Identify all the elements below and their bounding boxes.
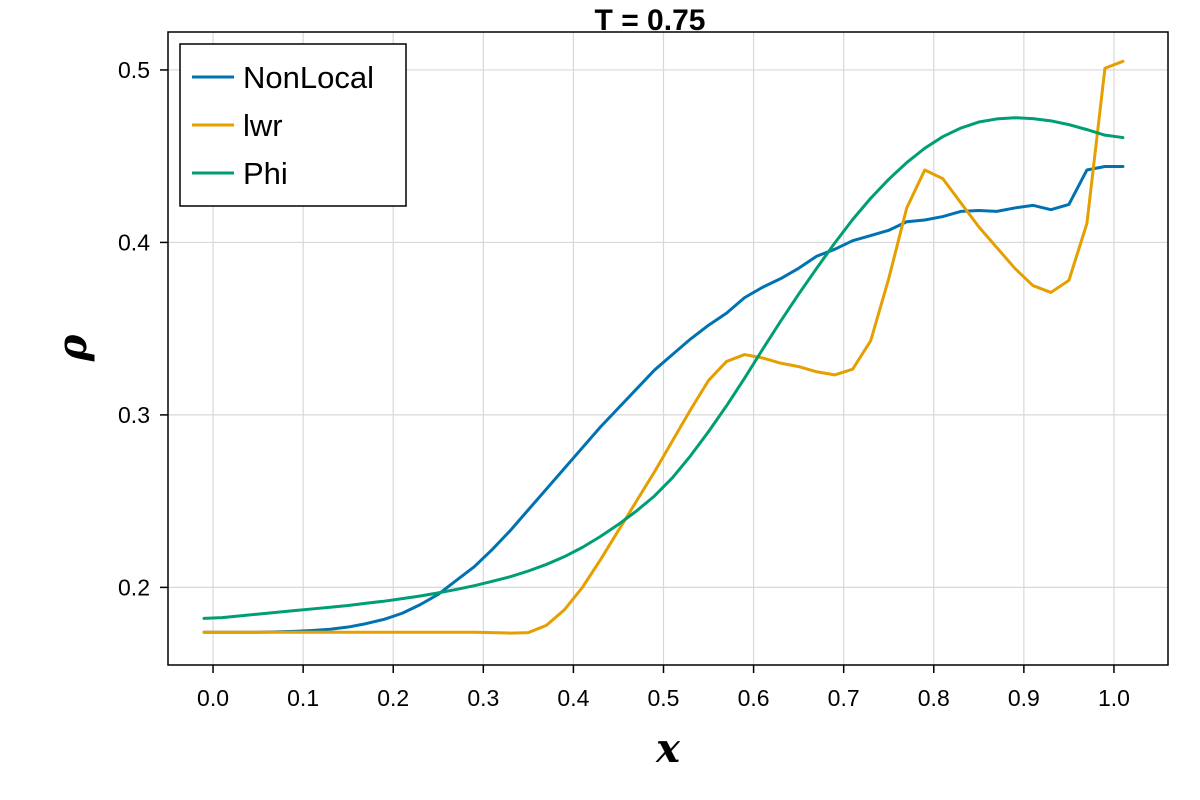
- x-tick-label: 0.3: [467, 685, 499, 711]
- x-tick-label: 0.1: [287, 685, 319, 711]
- x-tick-labels: 0.0 0.1 0.2 0.3 0.4 0.5 0.6 0.7 0.8 0.9 1.0: [197, 685, 1130, 711]
- axis-ticks: [160, 69, 1115, 673]
- x-tick-label: 0.6: [738, 685, 770, 711]
- legend-label-lwr: lwr: [243, 108, 283, 143]
- series-lines: [202, 59, 1125, 635]
- x-tick-label: 0.7: [828, 685, 860, 711]
- series-line-phi: [202, 116, 1125, 620]
- series-line-lwr: [202, 59, 1125, 635]
- x-axis-label: x: [655, 725, 681, 772]
- legend: NonLocal lwr Phi: [179, 43, 407, 207]
- x-tick-label: 0.0: [197, 685, 229, 711]
- legend-label-nonlocal: NonLocal: [243, 60, 374, 95]
- x-tick-label: 0.8: [918, 685, 950, 711]
- x-tick-label: 0.4: [557, 685, 589, 711]
- chart-title: T = 0.75: [595, 4, 706, 37]
- plot-frame: [167, 31, 1169, 666]
- x-tick-label: 0.2: [377, 685, 409, 711]
- x-tick-label: 0.9: [1008, 685, 1040, 711]
- x-tick-label: 1.0: [1098, 685, 1130, 711]
- y-tick-labels: 0.2 0.3 0.4 0.5: [118, 57, 150, 600]
- x-tick-label: 0.5: [648, 685, 680, 711]
- y-tick-label: 0.5: [118, 57, 150, 83]
- y-tick-label: 0.2: [118, 574, 150, 600]
- y-tick-label: 0.4: [118, 229, 150, 255]
- legend-label-phi: Phi: [243, 156, 288, 191]
- y-axis-label: ρ: [49, 334, 96, 362]
- y-tick-label: 0.3: [118, 402, 150, 428]
- series-line-nonlocal: [202, 165, 1125, 634]
